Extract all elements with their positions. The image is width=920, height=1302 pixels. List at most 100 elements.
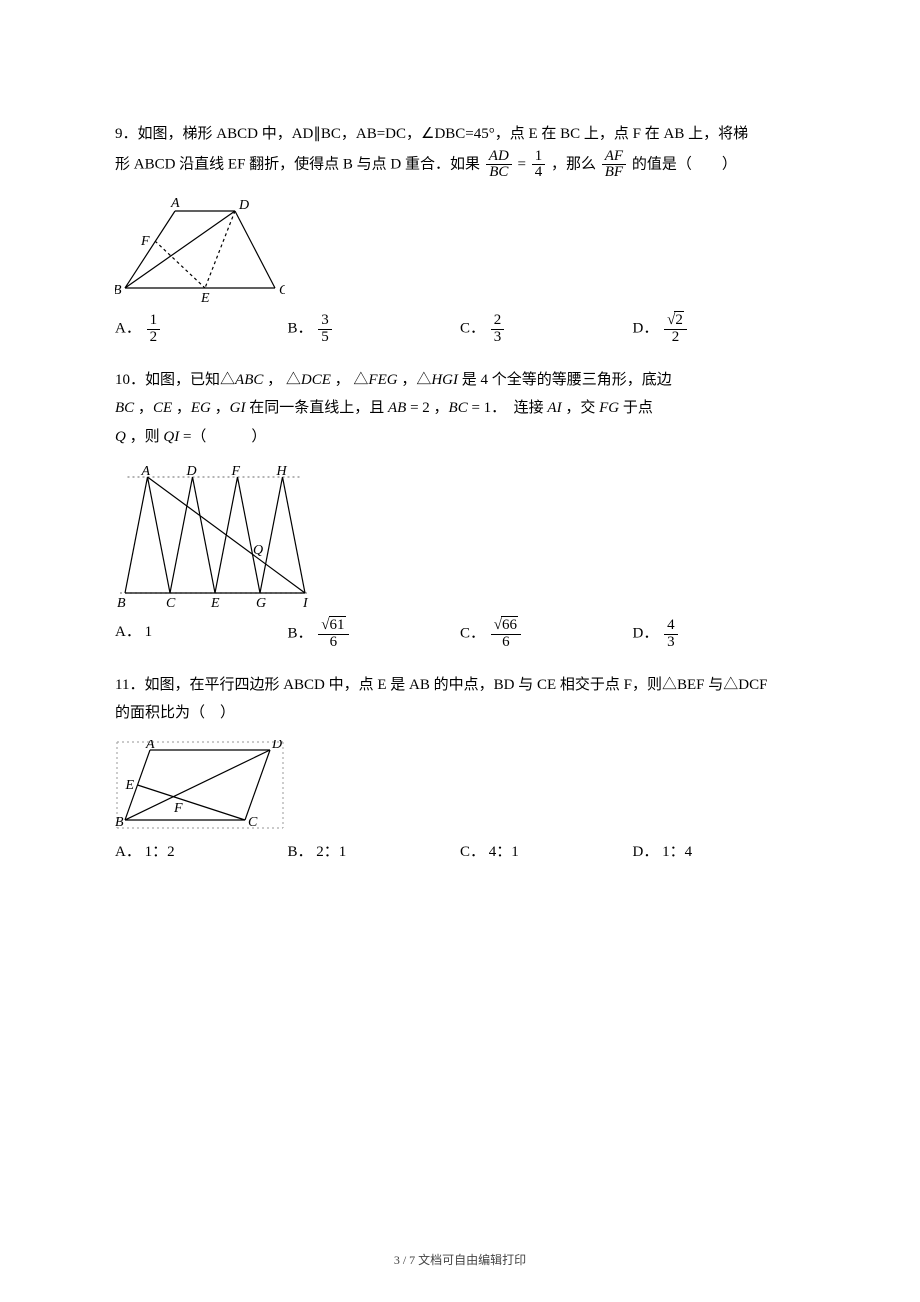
svg-text:D: D [238,198,249,213]
opt-label: A． [115,624,141,640]
q9-svg: A D B C E F [115,193,285,303]
svg-text:A: A [170,196,180,211]
frac-den: 5 [318,330,332,346]
q11-text-2: 的面积比为（ ） [115,699,805,728]
svg-text:F: F [231,464,241,479]
frac: 2 3 [491,313,505,346]
frac: 66 6 [491,618,521,651]
opt-text: 2：1 [316,844,346,860]
eq: = [518,156,530,172]
svg-text:F: F [173,801,183,816]
svg-text:B: B [115,815,124,830]
svg-text:A: A [141,464,151,479]
opt-label: D． [633,321,659,337]
q9-line1: 如图，梯形 ABCD 中，AD∥BC，AB=DC，∠DBC=45°，点 E 在 … [138,126,749,142]
frac-den: BF [602,165,626,181]
frac-num: 3 [318,313,332,330]
q11-line1: 如图，在平行四边形 ABCD 中，点 E 是 AB 的中点，BD 与 CE 相交… [144,677,767,693]
opt-label: C． [460,844,485,860]
opt-label: C． [460,626,485,642]
frac: 4 3 [664,618,678,651]
q11-options: A． 1：2 B． 2：1 C． 4：1 D． 1：4 [115,838,805,867]
opt-text: 1：4 [662,844,692,860]
svg-text:I: I [302,596,309,608]
opt-label: B． [288,321,313,337]
q10-text-2: BC ，CE ，EG ，GI 在同一条直线上，且 AB = 2 ，BC = 1．… [115,394,805,423]
svg-text:H: H [276,464,288,479]
svg-text:A: A [145,740,155,752]
svg-text:B: B [117,596,126,608]
opt-label: A． [115,321,141,337]
q9-figure: A D B C E F [115,193,805,303]
q11-line2: 的面积比为（ ） [115,705,235,721]
svg-text:B: B [115,283,122,298]
page: 9．如图，梯形 ABCD 中，AD∥BC，AB=DC，∠DBC=45°，点 E … [0,0,920,1302]
q11-figure: ADBCEF [115,740,805,830]
q11-text: 11．如图，在平行四边形 ABCD 中，点 E 是 AB 的中点，BD 与 CE… [115,671,805,700]
sqrt: 2 [667,313,684,329]
frac-den: 6 [318,635,348,651]
q9-frac-1-4: 1 4 [532,149,546,182]
q9-opt-b: B． 3 5 [288,313,461,346]
frac-num: 4 [664,618,678,635]
q11-svg: ADBCEF [115,740,285,830]
svg-text:E: E [210,596,220,608]
opt-label: D． [633,844,659,860]
q10-figure: ADFHBCEGIQ [115,463,805,608]
frac-den: 4 [532,165,546,181]
frac: 3 5 [318,313,332,346]
q11-opt-c: C． 4：1 [460,838,633,867]
svg-text:C: C [279,283,285,298]
frac-num: AF [602,149,626,166]
frac-num: 1 [147,313,161,330]
opt-text: 1 [145,624,153,640]
frac: 2 2 [664,313,687,346]
q10-opt-a: A． 1 [115,618,288,651]
frac-den: BC [486,165,512,181]
svg-text:C: C [166,596,176,608]
frac-num: AD [486,149,512,166]
svg-text:F: F [140,234,150,249]
opt-label: D． [633,626,659,642]
q9-opt-d: D． 2 2 [633,313,806,346]
q9-tail: 的值是（ ） [632,156,737,172]
opt-label: B． [288,844,313,860]
q10-opt-c: C． 66 6 [460,618,633,651]
q9-mid: ，那么 [551,156,596,172]
opt-text: 1：2 [145,844,175,860]
opt-label: B． [288,626,313,642]
q9-number: 9． [115,126,138,142]
frac-num: 2 [491,313,505,330]
q11-opt-b: B． 2：1 [288,838,461,867]
q9-text-2: 形 ABCD 沿直线 EF 翻折，使得点 B 与点 D 重合．如果 AD BC … [115,149,805,182]
svg-text:E: E [200,291,210,303]
frac: 61 6 [318,618,348,651]
q10-svg: ADFHBCEGIQ [115,463,325,608]
radicand: 66 [501,616,518,633]
page-footer: 3 / 7 文档可自由编辑打印 [0,1249,920,1272]
frac: 1 2 [147,313,161,346]
radicand: 61 [329,616,346,633]
q9-frac-ad-bc: AD BC [486,149,512,182]
sqrt: 61 [321,618,345,634]
sqrt: 66 [494,618,518,634]
q10-text-3: Q ，则 QI =（ ） [115,423,805,452]
svg-text:D: D [271,740,282,752]
q10-line2: BC ，CE ，EG ，GI 在同一条直线上，且 AB = 2 ，BC = 1．… [115,400,653,416]
frac-den: 2 [147,330,161,346]
q10-line1: 如图，已知△ABC ， △DCE ， △FEG ，△HGI 是 4 个全等的等腰… [145,372,672,388]
q11-number: 11． [115,677,144,693]
q10-options: A． 1 B． 61 6 C． 66 6 D． 4 3 [115,618,805,651]
frac-den: 3 [664,635,678,651]
svg-text:C: C [248,815,258,830]
q11-opt-d: D． 1：4 [633,838,806,867]
q9-opt-c: C． 2 3 [460,313,633,346]
opt-text: 4：1 [489,844,519,860]
q10-opt-b: B． 61 6 [288,618,461,651]
svg-text:G: G [256,596,266,608]
radicand: 2 [674,311,684,328]
q10-opt-d: D． 4 3 [633,618,806,651]
q9-text: 9．如图，梯形 ABCD 中，AD∥BC，AB=DC，∠DBC=45°，点 E … [115,120,805,149]
q9-line2: 形 ABCD 沿直线 EF 翻折，使得点 B 与点 D 重合．如果 [115,156,480,172]
frac-den: 6 [491,635,521,651]
